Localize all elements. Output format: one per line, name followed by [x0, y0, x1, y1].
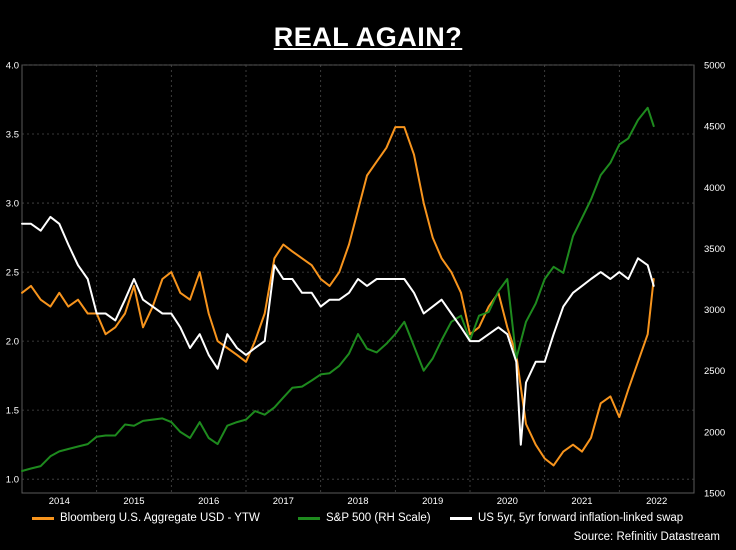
x-tick-label: 2016 — [198, 496, 219, 507]
x-tick-label: 2022 — [646, 496, 667, 507]
left-tick-label: 2.5 — [6, 268, 19, 279]
legend-swatch-inflation-swap — [450, 516, 472, 520]
legend-swatch-sp500 — [298, 516, 320, 520]
right-tick-label: 3500 — [704, 244, 725, 255]
left-tick-label: 4.0 — [6, 61, 19, 72]
right-tick-label: 1500 — [704, 489, 725, 500]
legend-item-bloomberg: Bloomberg U.S. Aggregate USD - YTW — [32, 512, 260, 524]
left-tick-label: 2.0 — [6, 337, 19, 348]
series-line-inflation-swap — [21, 215, 655, 446]
right-tick-label: 4500 — [704, 122, 725, 133]
legend-swatch-bloomberg — [32, 516, 54, 520]
series-line-bloomberg — [21, 126, 655, 467]
x-tick-label: 2018 — [347, 496, 368, 507]
x-tick-label: 2015 — [123, 496, 144, 507]
right-tick-label: 4000 — [704, 183, 725, 194]
x-tick-label: 2021 — [571, 496, 592, 507]
legend-label-bloomberg: Bloomberg U.S. Aggregate USD - YTW — [60, 512, 260, 524]
legend-item-sp500: S&P 500 (RH Scale) — [298, 512, 431, 524]
legend-label-sp500: S&P 500 (RH Scale) — [326, 512, 431, 524]
right-tick-label: 2000 — [704, 427, 725, 438]
legend: Bloomberg U.S. Aggregate USD - YTW S&P 5… — [22, 512, 722, 528]
series-lines — [21, 106, 655, 472]
right-tick-label: 2500 — [704, 366, 725, 377]
left-tick-label: 1.0 — [6, 475, 19, 486]
source-note: Source: Refinitiv Datastream — [573, 531, 720, 543]
left-tick-label: 3.5 — [6, 130, 19, 141]
left-axis-ticks: 1.0 1.5 2.0 2.5 3.0 3.5 4.0 — [6, 61, 19, 486]
series-line-sp500 — [21, 106, 655, 472]
right-tick-label: 3000 — [704, 305, 725, 316]
legend-item-inflation-swap: US 5yr, 5yr forward inflation-linked swa… — [450, 512, 683, 524]
right-axis-ticks: 1500 2000 2500 3000 3500 4000 4500 5000 — [704, 61, 725, 500]
left-tick-label: 3.0 — [6, 199, 19, 210]
right-tick-label: 5000 — [704, 61, 725, 72]
left-tick-label: 1.5 — [6, 406, 19, 417]
x-tick-label: 2017 — [273, 496, 294, 507]
x-tick-label: 2020 — [497, 496, 518, 507]
legend-label-inflation-swap: US 5yr, 5yr forward inflation-linked swa… — [478, 512, 684, 524]
x-tick-label: 2014 — [49, 496, 70, 507]
x-tick-label: 2019 — [422, 496, 443, 507]
x-axis-ticks: 2014 2015 2016 2017 2018 2019 2020 2021 2022 — [49, 496, 667, 507]
chart-title: REAL AGAIN? — [273, 22, 463, 52]
